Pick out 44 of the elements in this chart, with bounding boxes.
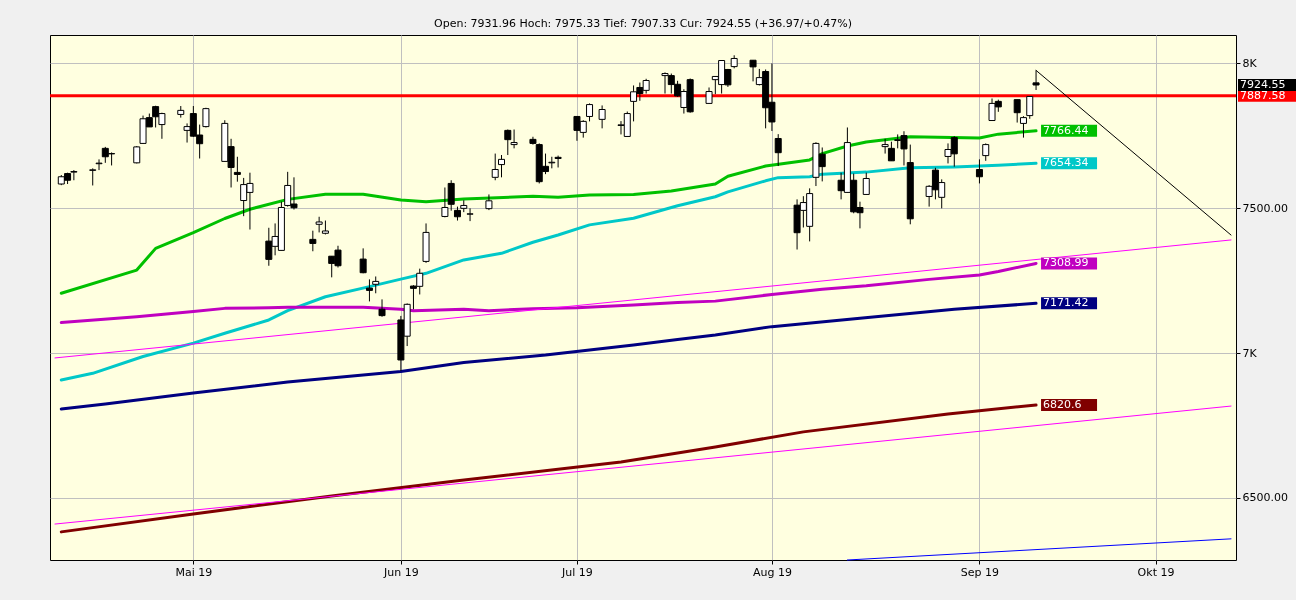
y-tick-label: 7K (1242, 346, 1258, 360)
candlestick (1013, 99, 1021, 124)
data-label: 6820.6 (1043, 398, 1082, 412)
line-series (59, 129, 1038, 295)
data-label: 7654.34 (1043, 156, 1089, 170)
y-tick-label: 6500.00 (1242, 491, 1288, 505)
candlestick (466, 207, 474, 222)
x-tick-label: Sep 19 (960, 565, 1000, 579)
candlestick (359, 247, 367, 274)
data-label: 7308.99 (1043, 256, 1089, 270)
candlestick (598, 104, 606, 129)
candlestick (378, 298, 386, 318)
candlestick (491, 153, 499, 181)
candlestick (749, 59, 757, 82)
x-tick-label: Aug 19 (752, 565, 792, 579)
candlestick (504, 129, 512, 156)
x-tick-label: Jul 19 (561, 565, 593, 579)
chart-subtitle: Open: 7931.96 Hoch: 7975.33 Tief: 7907.33 Cur: 7924.55 (+36.97/+0.47%) (434, 17, 852, 30)
candlestick (510, 129, 518, 149)
candlestick (365, 278, 373, 302)
candlestick (447, 179, 455, 212)
y-tick-label: 8K (1242, 56, 1258, 70)
candlestick (862, 172, 870, 195)
x-tick-label: Mai 19 (175, 565, 213, 579)
line-series (59, 161, 1038, 382)
candlestick (774, 133, 782, 167)
candlestick (975, 158, 983, 184)
candlestick (309, 230, 317, 252)
candlestick (95, 158, 103, 171)
line-series (59, 261, 1038, 325)
candlestick (441, 186, 449, 218)
ref-line-label: 7887.58 (1240, 88, 1286, 102)
candlestick (554, 155, 562, 168)
x-tick-label: Jun 19 (383, 565, 419, 579)
x-tick-label: Okt 19 (1137, 565, 1175, 579)
data-label: 7171.42 (1043, 296, 1089, 310)
line-series (59, 403, 1038, 534)
line-series (59, 301, 1038, 411)
candlestick (315, 216, 323, 233)
candlestick (233, 156, 241, 183)
text: 7924.55 (1240, 77, 1286, 91)
y-tick-label: 7500.00 (1242, 201, 1288, 215)
data-label: 7766.44 (1043, 123, 1089, 137)
candlestick (498, 154, 505, 178)
